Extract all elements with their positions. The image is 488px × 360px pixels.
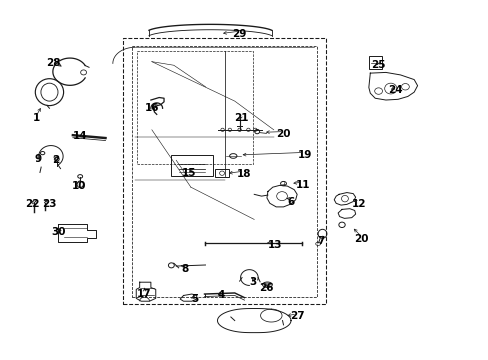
Text: 20: 20 [276,129,290,139]
Text: 18: 18 [237,168,251,179]
Bar [368,56,382,69]
Text: 27: 27 [289,311,304,321]
Text: 20: 20 [353,234,368,244]
Text: 9: 9 [35,154,41,164]
Text: 7: 7 [316,236,324,246]
Text: 16: 16 [144,103,159,113]
Text: 12: 12 [351,199,365,210]
Text: 21: 21 [233,113,248,123]
Text: 3: 3 [249,277,256,287]
Text: 26: 26 [259,283,273,293]
Text: 4: 4 [217,291,224,301]
Text: 24: 24 [387,85,402,95]
Text: 10: 10 [71,181,86,191]
Text: 29: 29 [232,29,246,39]
Text: 14: 14 [72,131,87,141]
Text: 2: 2 [52,155,59,165]
Bar [171,155,212,176]
Text: 17: 17 [137,289,152,299]
Text: 1: 1 [33,113,40,123]
Text: 8: 8 [181,264,188,274]
Text: 13: 13 [267,239,282,249]
Text: 23: 23 [42,199,57,210]
Text: 22: 22 [25,199,40,210]
Bar [215,169,228,177]
Text: 6: 6 [287,197,294,207]
Text: 19: 19 [298,150,312,160]
Text: 30: 30 [51,227,65,237]
Text: 5: 5 [191,294,198,304]
Text: 15: 15 [182,168,196,178]
Text: 25: 25 [370,59,385,69]
Text: 11: 11 [295,180,309,190]
Text: 28: 28 [46,58,61,68]
